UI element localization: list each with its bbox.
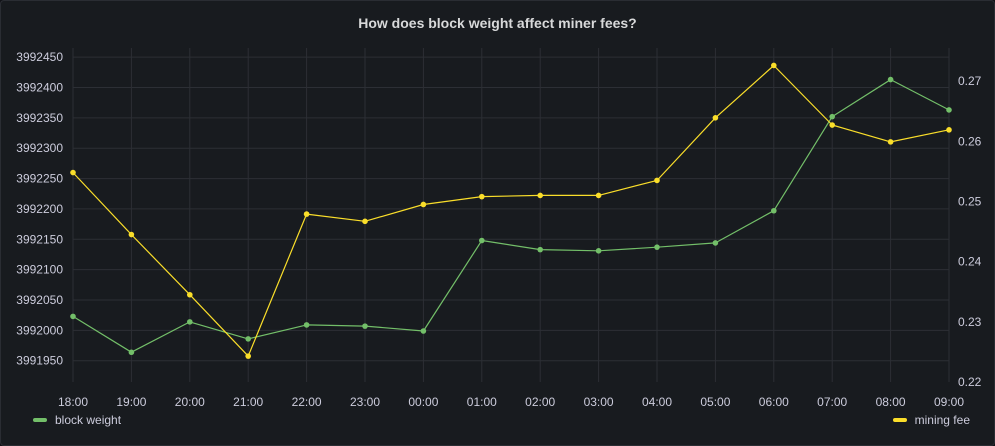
x-tick-label: 00:00	[408, 395, 438, 409]
x-tick-label: 05:00	[700, 395, 730, 409]
data-point-block-weight	[245, 336, 251, 342]
data-point-block-weight	[771, 207, 777, 214]
data-point-mining-fee	[654, 177, 660, 184]
x-tick-label: 19:00	[116, 395, 146, 409]
data-point-block-weight	[595, 248, 602, 254]
x-tick-label: 09:00	[934, 395, 964, 409]
data-point-mining-fee	[479, 193, 485, 200]
y-right-tick-label: 0.26	[958, 134, 982, 148]
y-right-tick-label: 0.22	[958, 375, 982, 389]
data-point-block-weight	[420, 328, 427, 334]
legend-swatch-block-weight	[33, 418, 47, 422]
x-tick-label: 20:00	[175, 395, 205, 409]
data-point-block-weight	[128, 349, 135, 356]
data-point-block-weight	[303, 322, 310, 328]
x-tick-label: 23:00	[350, 395, 380, 409]
y-left-tick-label: 3992450	[16, 50, 63, 64]
legend-block-weight[interactable]: block weight	[33, 413, 121, 427]
data-point-block-weight	[537, 246, 543, 253]
x-tick-label: 01:00	[467, 395, 497, 409]
data-point-block-weight	[654, 244, 660, 250]
series-line-mining-fee	[72, 64, 950, 357]
x-tick-label: 03:00	[584, 395, 614, 409]
y-left-tick-label: 3992350	[16, 111, 63, 125]
y-left-tick-label: 3992100	[16, 263, 63, 277]
data-point-mining-fee	[187, 291, 193, 298]
data-point-mining-fee	[887, 139, 894, 145]
y-right-tick-label: 0.27	[958, 74, 982, 88]
data-point-mining-fee	[771, 62, 777, 69]
chart-title: How does block weight affect miner fees?	[358, 15, 637, 31]
y-left-tick-label: 3992300	[16, 141, 63, 155]
data-point-mining-fee	[829, 122, 835, 128]
data-point-block-weight	[829, 113, 835, 120]
y-left-tick-label: 3992150	[16, 232, 63, 246]
data-point-mining-fee	[420, 201, 427, 208]
y-right-tick-label: 0.24	[958, 255, 982, 269]
y-left-tick-label: 3992000	[16, 323, 63, 337]
x-tick-label: 04:00	[642, 395, 672, 409]
data-point-block-weight	[362, 323, 368, 329]
data-point-mining-fee	[70, 169, 76, 176]
data-point-block-weight	[479, 237, 485, 244]
y-left-tick-label: 3992200	[16, 202, 63, 216]
y-left-tick-label: 3991950	[16, 354, 63, 368]
data-point-mining-fee	[537, 192, 543, 199]
data-point-mining-fee	[712, 115, 719, 121]
data-point-block-weight	[187, 319, 193, 325]
legend-label-mining-fee: mining fee	[914, 413, 970, 427]
data-point-block-weight	[712, 240, 719, 246]
y-left-tick-label: 3992250	[16, 172, 63, 186]
y-left-tick-label: 3992050	[16, 293, 63, 307]
data-point-mining-fee	[595, 192, 602, 199]
y-right-tick-label: 0.23	[958, 315, 982, 329]
legend-mining-fee[interactable]: mining fee	[892, 413, 970, 427]
data-point-mining-fee	[128, 231, 135, 238]
y-left-tick-label: 3992400	[16, 80, 63, 94]
data-point-mining-fee	[946, 127, 952, 133]
x-tick-label: 02:00	[525, 395, 555, 409]
data-point-mining-fee	[245, 353, 251, 359]
series-line-block-weight	[72, 78, 950, 353]
data-point-block-weight	[946, 107, 952, 113]
data-point-mining-fee	[303, 211, 310, 217]
x-tick-label: 08:00	[876, 395, 906, 409]
data-point-block-weight	[887, 76, 894, 83]
data-point-block-weight	[70, 313, 76, 320]
x-tick-label: 06:00	[759, 395, 789, 409]
legend-swatch-mining-fee	[892, 418, 907, 422]
y-right-tick-label: 0.25	[958, 194, 982, 208]
x-tick-label: 07:00	[817, 395, 847, 409]
x-tick-label: 22:00	[292, 395, 322, 409]
legend-label-block-weight: block weight	[55, 413, 122, 427]
data-point-mining-fee	[362, 218, 368, 225]
x-tick-label: 21:00	[233, 395, 263, 409]
x-tick-label: 18:00	[58, 395, 88, 409]
